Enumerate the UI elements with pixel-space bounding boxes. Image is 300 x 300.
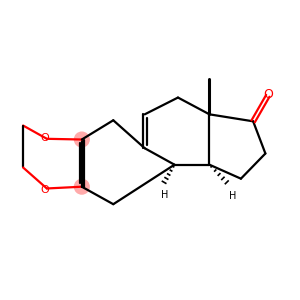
Text: H: H xyxy=(161,190,168,200)
Text: O: O xyxy=(41,184,50,194)
Text: O: O xyxy=(264,88,274,100)
Text: O: O xyxy=(41,133,50,143)
Text: H: H xyxy=(229,190,237,201)
Circle shape xyxy=(74,179,89,194)
Circle shape xyxy=(74,132,89,147)
